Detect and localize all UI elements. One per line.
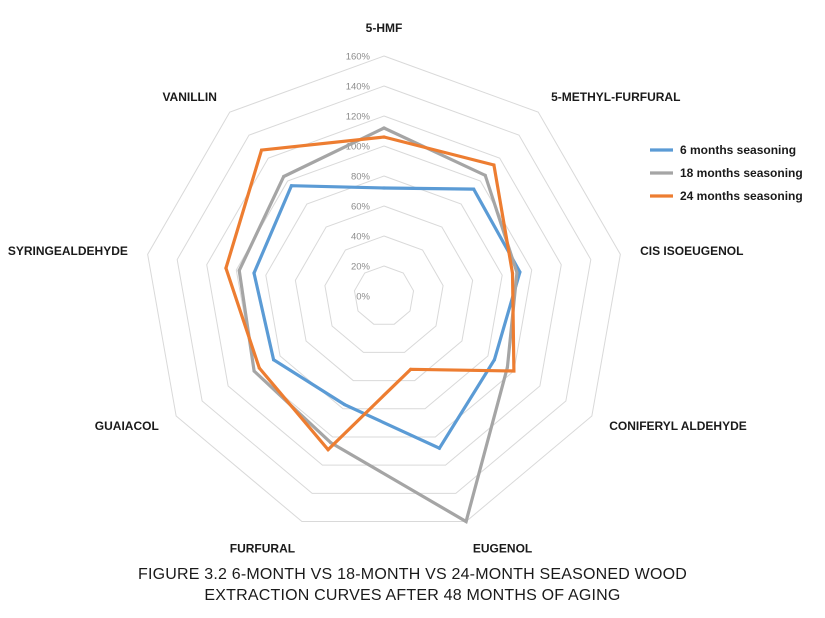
category-label-cis-isoeugenol: CIS ISOEUGENOL [640,244,743,258]
tick-label-80: 80% [351,172,371,183]
legend: 6 months seasoning 18 months seasoning 24 … [650,143,803,203]
data-point-6-months-seasoning-5-methyl-furfural [472,187,476,191]
figure-caption-line-2: EXTRACTION CURVES AFTER 48 MONTHS OF AGI… [204,587,621,604]
data-point-6-months-seasoning-eugenol [437,446,442,450]
data-point-6-months-seasoning-vanillin [289,184,294,188]
tick-label-40: 40% [351,232,371,243]
tick-label-60: 60% [351,202,371,213]
grid-ring-8 [147,55,621,523]
data-point-18-months-seasoning-vanillin [282,174,286,179]
tick-label-140: 140% [346,82,371,93]
grid-ring-2 [324,235,444,353]
series-18-months-seasoning [237,126,519,524]
radar-grid [147,55,621,523]
data-point-24-months-seasoning-5-methyl-furfural [492,163,496,167]
data-point-6-months-seasoning-cis-isoeugenol [518,270,522,274]
category-label-5-methyl-furfural: 5-METHYL-FURFURAL [551,90,680,104]
series-line-24-months-seasoning [224,135,516,452]
grid-ring-1 [353,265,415,325]
series-6-months-seasoning [252,184,522,451]
category-label-furfural: FURFURAL [230,541,295,555]
data-point-24-months-seasoning-syringealdehyde [224,266,228,270]
data-point-6-months-seasoning-coniferyl-aldehyde [492,358,497,362]
data-point-24-months-seasoning-guaiacol [257,366,261,370]
legend-label-18-months-seasoning: 18 months seasoning [680,166,803,180]
data-point-24-months-seasoning-vanillin [259,148,264,152]
series-lines [224,126,522,524]
data-point-24-months-seasoning-eugenol [409,367,413,371]
data-point-18-months-seasoning-5-hmf [382,126,386,130]
tick-label-160: 160% [346,52,371,63]
category-label-5-hmf: 5-HMF [366,21,403,35]
data-point-6-months-seasoning-syringealdehyde [252,271,256,275]
series-line-6-months-seasoning [252,184,522,451]
category-label-guaiacol: GUAIACOL [95,419,159,433]
tick-label-20: 20% [351,262,371,273]
radial-tick-labels: 0% 20% 40% 60% 80% 100% 120% 140% 160% [346,52,371,303]
radar-chart: 0% 20% 40% 60% 80% 100% 120% 140% 160% 5-HMF 5-ME… [8,21,803,555]
data-point-18-months-seasoning-eugenol [464,519,468,524]
data-point-18-months-seasoning-coniferyl-aldehyde [505,365,510,369]
legend-label-24-months-seasoning: 24 months seasoning [680,189,803,203]
data-point-18-months-seasoning-cis-isoeugenol [515,270,519,275]
figure-caption-line-1: FIGURE 3.2 6-MONTH VS 18-MONTH VS 24-MON… [137,566,688,583]
data-point-18-months-seasoning-5-methyl-furfural [483,173,487,177]
data-point-18-months-seasoning-guaiacol [252,369,256,373]
category-label-syringealdehyde: SYRINGEALDEHYDE [8,244,128,258]
category-labels: 5-HMF 5-METHYL-FURFURAL CIS ISOEUGENOL CONI… [8,21,747,555]
tick-label-120: 120% [346,112,371,123]
data-point-24-months-seasoning-furfural [326,448,330,452]
category-label-coniferyl-aldehyde: CONIFERYL ALDEHYDE [609,419,747,433]
grid-ring-4 [265,175,503,410]
grid-ring-3 [294,205,474,382]
data-point-6-months-seasoning-guaiacol [271,358,276,362]
series-line-18-months-seasoning [237,126,519,524]
tick-label-100: 100% [346,142,371,153]
data-point-24-months-seasoning-5-hmf [382,135,386,139]
data-point-6-months-seasoning-5-hmf [382,186,386,190]
category-label-vanillin: VANILLIN [162,90,216,104]
data-point-18-months-seasoning-syringealdehyde [237,268,241,273]
data-point-24-months-seasoning-cis-isoeugenol [510,271,515,275]
grid-ring-6 [206,115,562,466]
category-label-eugenol: EUGENOL [473,541,532,555]
series-24-months-seasoning [224,135,516,452]
data-point-6-months-seasoning-furfural [342,402,347,407]
data-point-24-months-seasoning-coniferyl-aldehyde [512,369,516,373]
legend-label-6-months-seasoning: 6 months seasoning [680,143,796,157]
data-point-18-months-seasoning-furfural [329,440,333,445]
grid-ring-7 [176,85,592,494]
tick-label-0: 0% [356,292,370,303]
